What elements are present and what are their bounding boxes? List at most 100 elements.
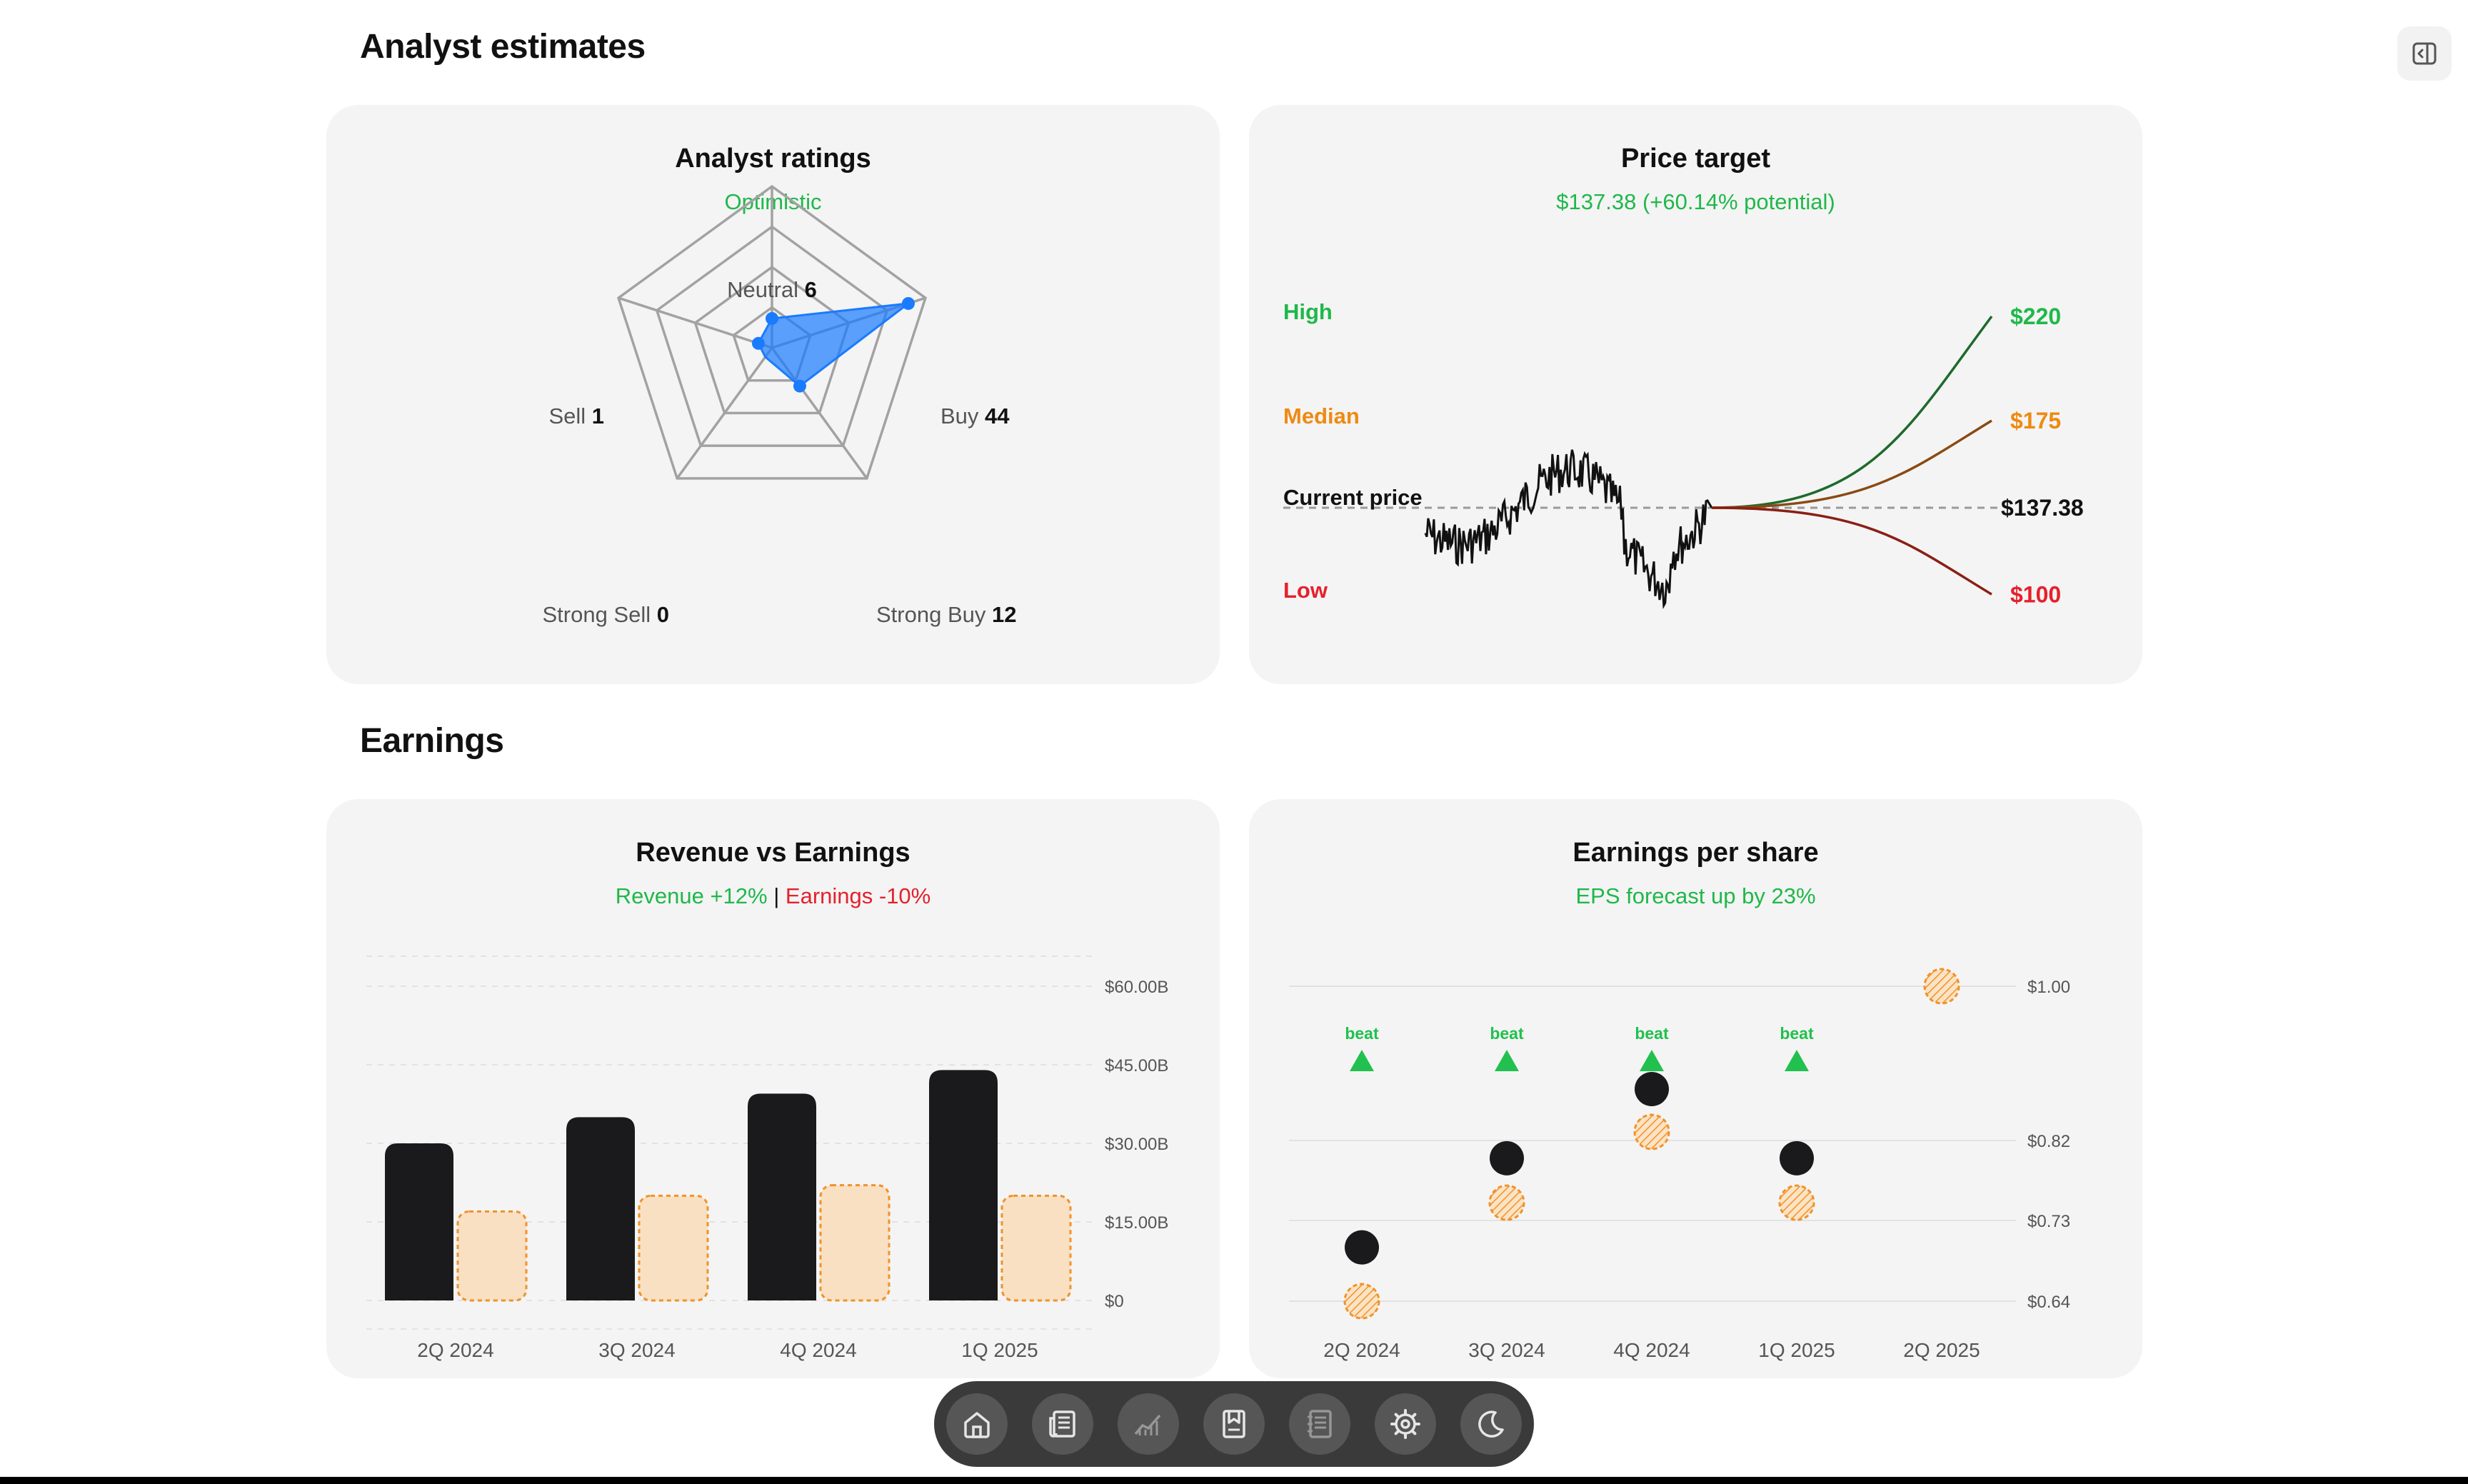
dark-mode-button[interactable]: [1460, 1393, 1522, 1455]
radar-point: [766, 311, 778, 325]
price-value-low: $100: [2010, 581, 2061, 607]
revenue-earnings-summary: Revenue +12% | Earnings -10%: [326, 883, 1220, 909]
earnings-bar: [1000, 1194, 1072, 1302]
revenue-bar: [385, 1143, 453, 1300]
forecast-curve: [1711, 506, 1992, 596]
y-tick-label: $0.82: [2027, 1132, 2070, 1151]
eps-estimate-point: [1778, 1184, 1815, 1221]
sidebar-toggle-icon: [2412, 42, 2437, 65]
card-title: Earnings per share: [1572, 838, 1819, 868]
news-button[interactable]: [1032, 1393, 1093, 1455]
chart-icon: [1134, 1414, 1161, 1435]
price-value-current: $137.38: [2001, 495, 2084, 521]
radar-spoke: [676, 346, 773, 479]
revenue-bar: [748, 1093, 816, 1300]
price-target-card: Price target $137.38 (+60.14% potential)…: [1249, 105, 2142, 684]
y-tick-label: $0: [1105, 1292, 1124, 1311]
radar-ring: [655, 225, 889, 447]
eps-card: Earnings per share EPS forecast up by 23…: [1249, 799, 2142, 1378]
y-tick-label: $0.64: [2027, 1293, 2070, 1312]
beat-label: beat: [1780, 1024, 1814, 1043]
price-target-chart: High Median Current price Low $220 $175 $137.3…: [1283, 299, 2084, 610]
x-tick-label: 2Q 2024: [417, 1339, 493, 1361]
price-label-median: Median: [1283, 403, 1360, 428]
price-value-median: $175: [2010, 408, 2061, 433]
revenue-change: Revenue +12%: [615, 883, 768, 908]
forecast-curve: [1711, 419, 1992, 509]
chart-button[interactable]: [1118, 1393, 1179, 1455]
radar-chart: Neutral 6 Buy 44 Strong Buy 12 Strong Sell …: [542, 184, 1016, 627]
eps-estimate-point: [1488, 1184, 1525, 1221]
analyst-estimates-heading: Analyst estimates: [360, 28, 646, 66]
x-tick-label: 1Q 2025: [961, 1339, 1038, 1361]
bottom-dock: [934, 1381, 1534, 1467]
eps-estimate-point: [1343, 1283, 1380, 1320]
beat-label: beat: [1345, 1024, 1379, 1043]
eps-estimate-point: [1633, 1113, 1670, 1150]
notes-icon: [1308, 1410, 1332, 1438]
watchlist-button[interactable]: [1203, 1393, 1265, 1455]
eps-actual-point: [1635, 1072, 1669, 1106]
price-value-high: $220: [2010, 304, 2061, 329]
radar-axis-label: Strong Sell 0: [542, 602, 669, 627]
settings-button[interactable]: [1375, 1393, 1436, 1455]
home-button[interactable]: [946, 1393, 1008, 1455]
beat-triangle: [1640, 1050, 1664, 1071]
price-label-high: High: [1283, 299, 1333, 324]
price-label-current: Current price: [1283, 485, 1423, 510]
eps-scatter-chart: $0.64 $0.73 $0.82 $1.00 beat 2Q 2024 beat 3Q 20…: [1289, 968, 2070, 1361]
card-title: Analyst ratings: [675, 144, 871, 174]
x-tick-label: 3Q 2024: [598, 1339, 675, 1361]
radar-axis-label: Strong Buy 12: [876, 602, 1016, 627]
revenue-earnings-card: Revenue vs Earnings Revenue +12% | Earni…: [326, 799, 1220, 1378]
y-tick-label: $60.00B: [1105, 978, 1168, 997]
earnings-change: Earnings -10%: [785, 883, 931, 908]
price-history-line: [1424, 449, 1713, 610]
radar-spoke: [618, 296, 773, 349]
revenue-bar: [566, 1117, 635, 1300]
beat-triangle: [1495, 1050, 1519, 1071]
beat-label: beat: [1490, 1024, 1524, 1043]
x-tick-label: 2Q 2024: [1323, 1339, 1400, 1361]
settings-icon: [1390, 1409, 1420, 1439]
beat-triangle: [1785, 1050, 1809, 1071]
x-tick-label: 4Q 2024: [780, 1339, 856, 1361]
x-tick-label: 1Q 2025: [1758, 1339, 1835, 1361]
price-label-low: Low: [1283, 578, 1328, 603]
eps-forecast: EPS forecast up by 23%: [1575, 883, 1816, 908]
moon-icon: [1478, 1410, 1504, 1438]
x-tick-label: 4Q 2024: [1613, 1339, 1690, 1361]
earnings-heading: Earnings: [360, 722, 504, 760]
price-target-potential: $137.38 (+60.14% potential): [1556, 189, 1835, 214]
card-title: Revenue vs Earnings: [636, 838, 911, 868]
revenue-bar-chart: $0 $15.00B $30.00B $45.00B $60.00B 2Q 2024 3Q …: [366, 956, 1168, 1361]
home-icon: [964, 1412, 990, 1438]
radar-point: [793, 379, 806, 393]
beat-label: beat: [1635, 1024, 1669, 1043]
earnings-bar: [456, 1210, 528, 1302]
y-tick-label: $45.00B: [1105, 1056, 1168, 1076]
notes-button[interactable]: [1289, 1393, 1350, 1455]
toggle-sidebar-button[interactable]: [2397, 26, 2452, 81]
summary-separator: |: [773, 883, 780, 908]
x-tick-label: 3Q 2024: [1468, 1339, 1545, 1361]
eps-actual-point: [1345, 1230, 1379, 1265]
bookmark-icon: [1223, 1410, 1245, 1438]
y-tick-label: $1.00: [2027, 978, 2070, 997]
y-tick-label: $30.00B: [1105, 1135, 1168, 1154]
eps-actual-point: [1490, 1140, 1524, 1175]
radar-axis-label: Buy 44: [940, 403, 1010, 428]
radar-point: [901, 296, 915, 310]
y-tick-label: $0.73: [2027, 1212, 2070, 1231]
radar-ring: [617, 184, 927, 480]
beat-triangle: [1350, 1050, 1374, 1071]
news-icon: [1049, 1410, 1075, 1438]
radar-point: [751, 336, 765, 350]
forecast-curve: [1711, 315, 1993, 509]
eps-actual-point: [1780, 1140, 1814, 1175]
analyst-ratings-card: Analyst ratings Optimistic Neutral 6Buy …: [326, 105, 1220, 684]
eps-estimate-point: [1923, 968, 1960, 1005]
y-tick-label: $15.00B: [1105, 1213, 1168, 1233]
radar-axis-label: Sell 1: [548, 403, 604, 428]
earnings-bar: [819, 1184, 891, 1302]
